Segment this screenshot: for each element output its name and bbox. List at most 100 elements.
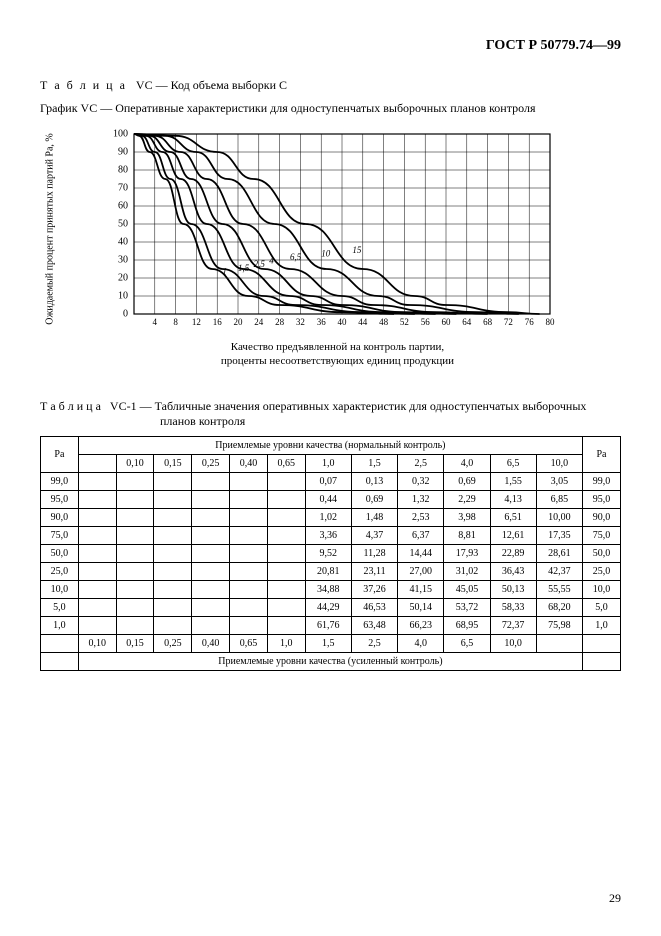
cell-0-6: 0,07 (305, 472, 351, 490)
cell-5-9: 31,02 (444, 562, 490, 580)
cell-1-1 (116, 490, 154, 508)
cell-6-10: 50,13 (490, 580, 536, 598)
cell-1-10: 4,13 (490, 490, 536, 508)
col-bottom-1: 0,15 (116, 634, 154, 652)
cell-2-0 (78, 508, 116, 526)
cell-7-5 (267, 598, 305, 616)
cell-3-0 (78, 526, 116, 544)
pa-right-5: 25,0 (583, 562, 621, 580)
cell-8-7: 63,48 (351, 616, 397, 634)
col-bottom-9: 6,5 (444, 634, 490, 652)
cell-6-6: 34,88 (305, 580, 351, 598)
pa-right-0: 99,0 (583, 472, 621, 490)
svg-text:6,5: 6,5 (290, 252, 302, 262)
oc-curves-chart: 0102030405060708090100481216202428323640… (94, 124, 564, 334)
cell-8-6: 61,76 (305, 616, 351, 634)
cell-6-11: 55,55 (536, 580, 582, 598)
pa-left-8: 1,0 (41, 616, 79, 634)
cell-1-4 (230, 490, 268, 508)
chart-vc: Ожидаемый процент принятых партий Pa, % … (94, 124, 621, 334)
col-bottom-7: 2,5 (351, 634, 397, 652)
cell-8-9: 68,95 (444, 616, 490, 634)
svg-text:48: 48 (379, 317, 389, 327)
pa-right-4: 50,0 (583, 544, 621, 562)
svg-text:16: 16 (213, 317, 223, 327)
cell-0-0 (78, 472, 116, 490)
cell-7-0 (78, 598, 116, 616)
document-code: ГОСТ Р 50779.74—99 (40, 38, 621, 54)
cell-5-7: 23,11 (351, 562, 397, 580)
svg-text:80: 80 (546, 317, 556, 327)
cell-7-4 (230, 598, 268, 616)
svg-text:8: 8 (173, 317, 178, 327)
cell-6-1 (116, 580, 154, 598)
cell-5-11: 42,37 (536, 562, 582, 580)
cell-5-10: 36,43 (490, 562, 536, 580)
tight-row-right-blank (583, 652, 621, 670)
cell-1-0 (78, 490, 116, 508)
cell-6-3 (192, 580, 230, 598)
cell-0-4 (230, 472, 268, 490)
pa-left-0: 99,0 (41, 472, 79, 490)
col-bottom-5: 1,0 (267, 634, 305, 652)
col-pa-right: Pa (583, 436, 621, 472)
chart-ylabel: Ожидаемый процент принятых партий Pa, % (45, 133, 56, 325)
pa-left-2: 90,0 (41, 508, 79, 526)
svg-text:64: 64 (462, 317, 472, 327)
caption1-code: VC (136, 78, 153, 92)
cell-4-4 (230, 544, 268, 562)
cell-3-10: 12,61 (490, 526, 536, 544)
cell-0-10: 1,55 (490, 472, 536, 490)
pa-left-6: 10,0 (41, 580, 79, 598)
cell-0-2 (154, 472, 192, 490)
cell-4-1 (116, 544, 154, 562)
cell-3-11: 17,35 (536, 526, 582, 544)
cell-7-11: 68,20 (536, 598, 582, 616)
pa-right-6: 10,0 (583, 580, 621, 598)
pa-left-3: 75,0 (41, 526, 79, 544)
cell-5-4 (230, 562, 268, 580)
col-top-6: 1,0 (305, 454, 351, 472)
cell-8-0 (78, 616, 116, 634)
vc1-table: PaПриемлемые уровни качества (нормальный… (40, 436, 621, 671)
cell-3-5 (267, 526, 305, 544)
col-bottom-6: 1,5 (305, 634, 351, 652)
cell-1-5 (267, 490, 305, 508)
cell-2-1 (116, 508, 154, 526)
cell-4-2 (154, 544, 192, 562)
svg-text:68: 68 (483, 317, 493, 327)
svg-text:1: 1 (222, 266, 227, 276)
cell-8-10: 72,37 (490, 616, 536, 634)
page-number: 29 (609, 891, 621, 906)
cell-8-4 (230, 616, 268, 634)
cell-1-9: 2,29 (444, 490, 490, 508)
svg-text:70: 70 (118, 182, 128, 193)
svg-text:52: 52 (400, 317, 409, 327)
svg-text:15: 15 (352, 245, 362, 255)
cell-4-9: 17,93 (444, 544, 490, 562)
col-top-3: 0,25 (192, 454, 230, 472)
cell-6-8: 41,15 (398, 580, 444, 598)
cell-4-6: 9,52 (305, 544, 351, 562)
svg-text:30: 30 (118, 254, 128, 265)
col-top-5: 0,65 (267, 454, 305, 472)
svg-text:12: 12 (192, 317, 201, 327)
col-bottom-8: 4,0 (398, 634, 444, 652)
col-top-4: 0,40 (230, 454, 268, 472)
svg-text:56: 56 (421, 317, 431, 327)
col-bottom-11 (536, 634, 582, 652)
col-bottom-2: 0,25 (154, 634, 192, 652)
col-bottom-3: 0,40 (192, 634, 230, 652)
col-top-7: 1,5 (351, 454, 397, 472)
cell-6-7: 37,26 (351, 580, 397, 598)
cell-3-6: 3,36 (305, 526, 351, 544)
svg-text:40: 40 (338, 317, 348, 327)
svg-text:4: 4 (153, 317, 158, 327)
cell-0-8: 0,32 (398, 472, 444, 490)
cell-7-3 (192, 598, 230, 616)
cell-7-8: 50,14 (398, 598, 444, 616)
chart-caption: График VC — Оперативные характеристики д… (40, 101, 621, 116)
cell-6-9: 45,05 (444, 580, 490, 598)
col-top-9: 4,0 (444, 454, 490, 472)
header-tight: Приемлемые уровни качества (усиленный ко… (78, 652, 582, 670)
